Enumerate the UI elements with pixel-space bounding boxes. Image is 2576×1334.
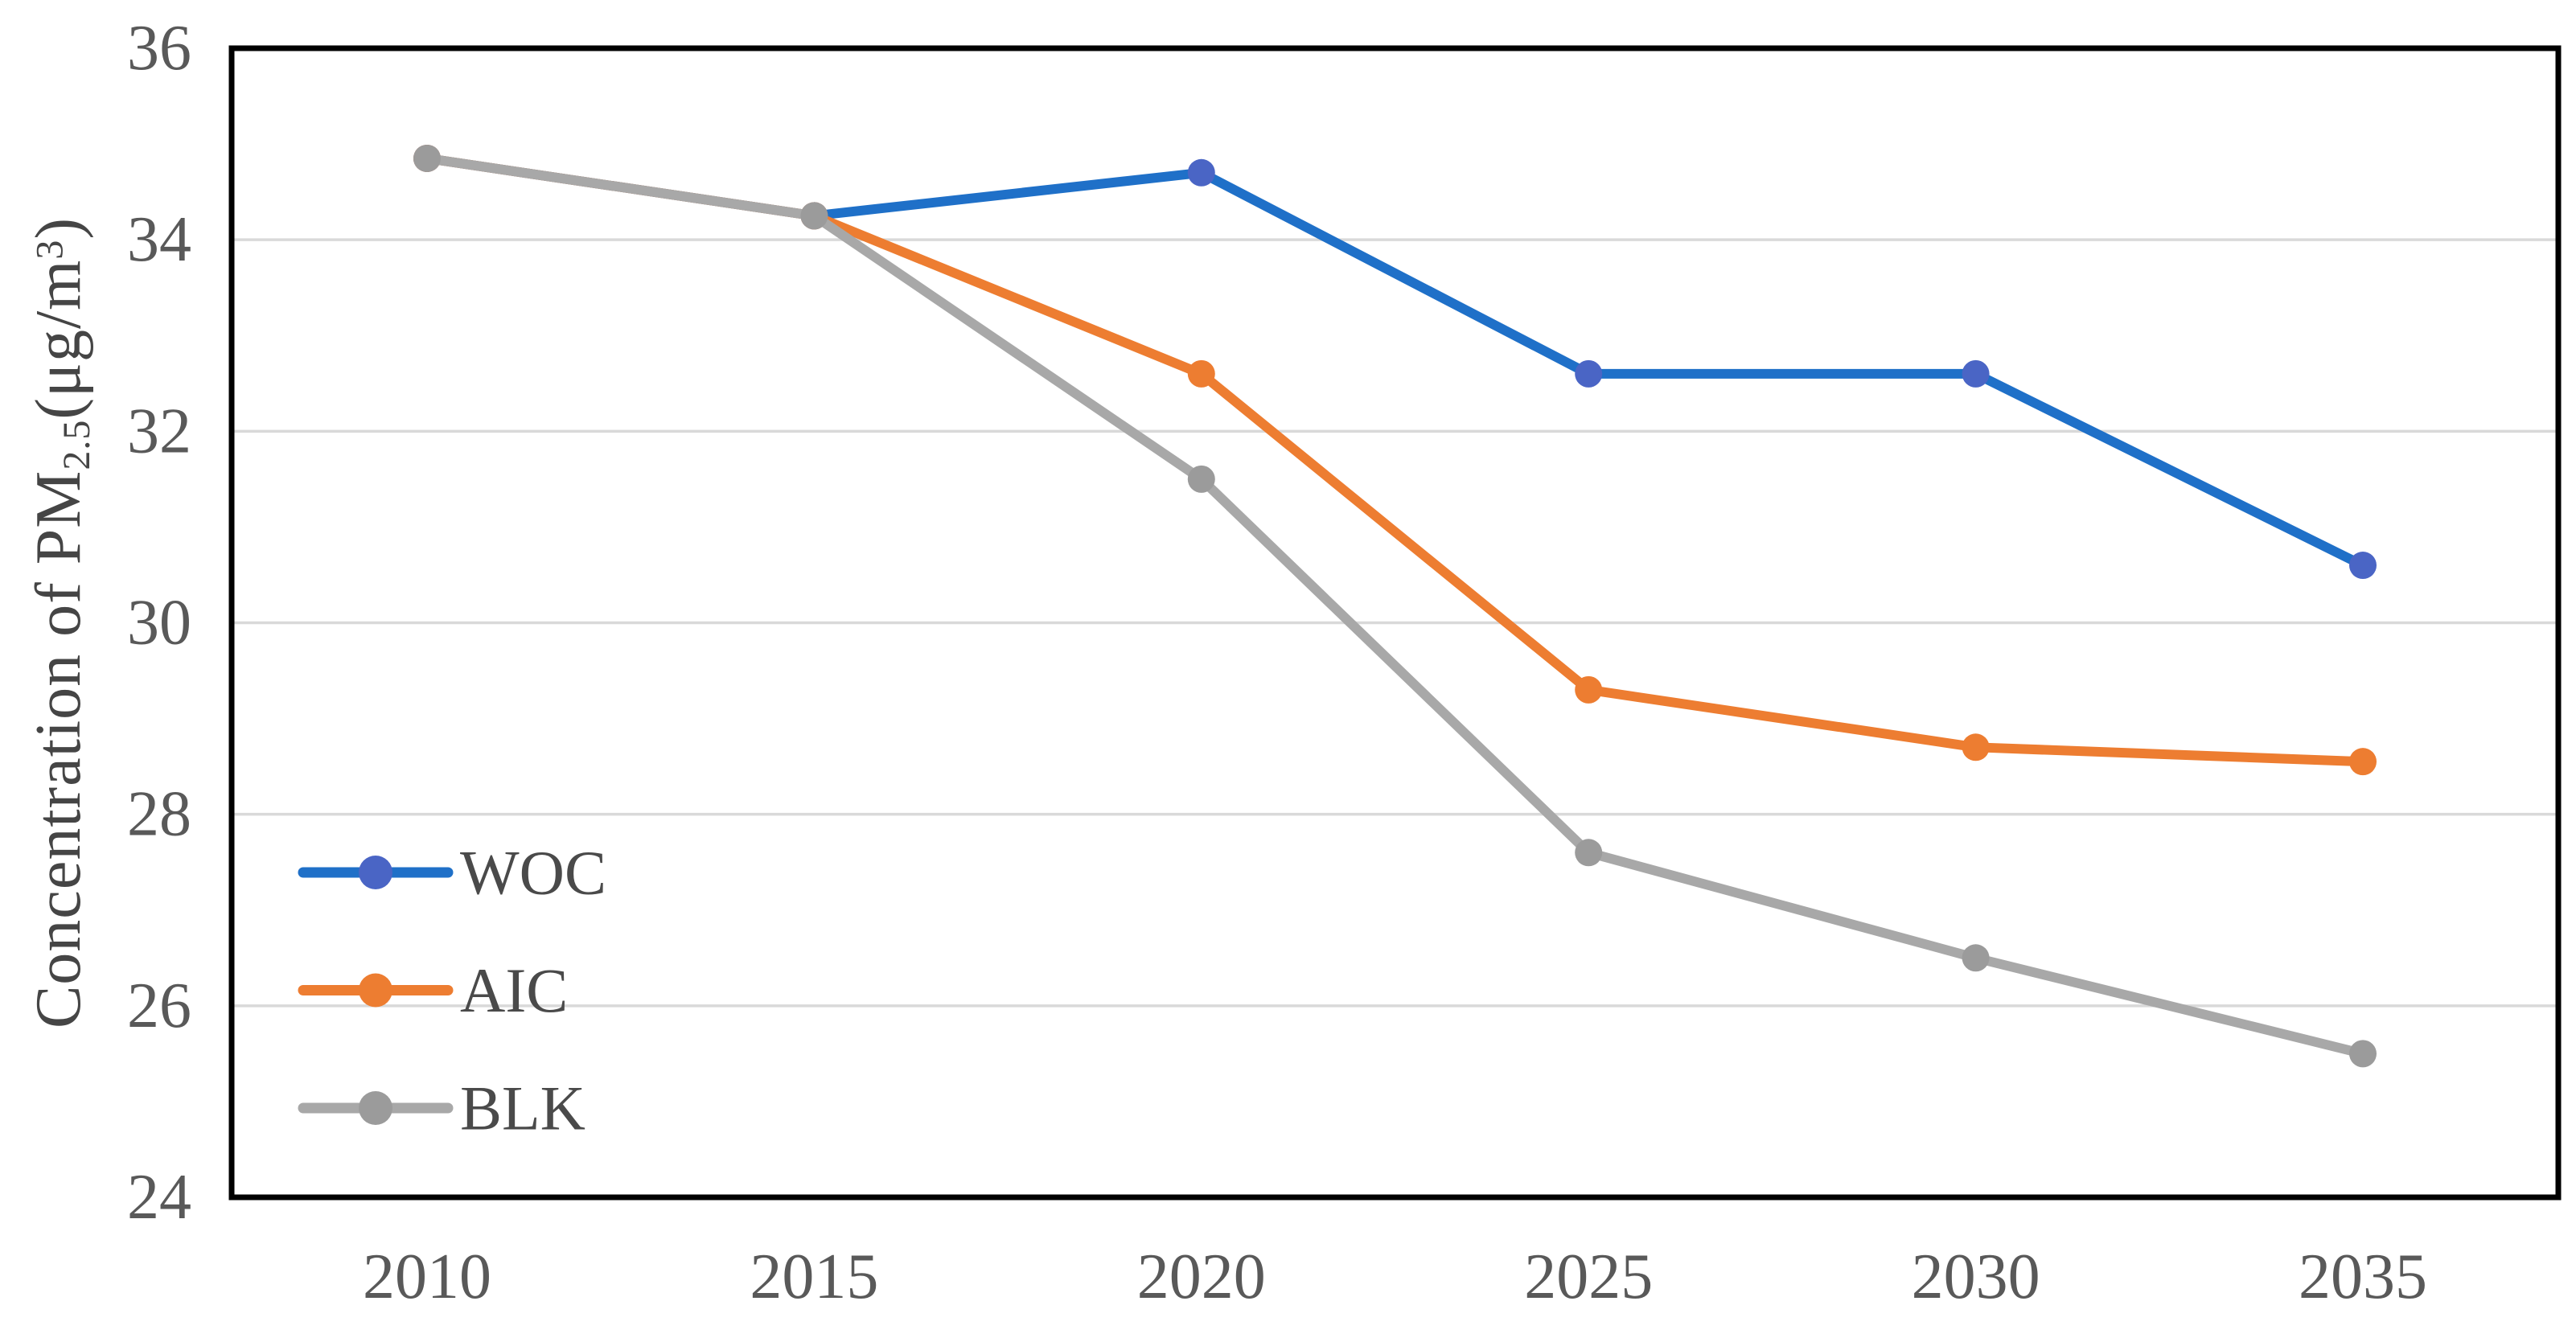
- legend-label-BLK: BLK: [460, 1073, 585, 1143]
- y-axis-title-mid: (μg/m: [23, 259, 95, 420]
- legend-label-AIC: AIC: [460, 955, 568, 1025]
- data-point-AIC-2035: [2349, 748, 2377, 776]
- y-tick-label-24: 24: [127, 1162, 191, 1233]
- data-point-WOC-2020: [1187, 158, 1215, 187]
- data-point-BLK-2020: [1187, 465, 1215, 493]
- y-axis-title-subscript: 2.5: [55, 419, 99, 470]
- data-point-BLK-2025: [1575, 839, 1603, 867]
- data-point-AIC-2020: [1187, 359, 1215, 388]
- x-tick-label-2010: 2010: [363, 1242, 491, 1312]
- y-tick-label-32: 32: [127, 396, 191, 466]
- x-tick-label-2035: 2035: [2299, 1242, 2427, 1312]
- data-point-WOC-2030: [1962, 359, 1990, 388]
- series-line-WOC: [422, 153, 2368, 571]
- legend-marker-AIC: [359, 973, 392, 1008]
- legend-label-WOC: WOC: [460, 838, 606, 908]
- x-tick-label-2015: 2015: [750, 1242, 878, 1312]
- legend-marker-BLK: [359, 1091, 392, 1125]
- data-point-BLK-2010: [413, 144, 441, 172]
- y-axis-title-superscript: 3: [28, 239, 72, 260]
- data-point-BLK-2030: [1962, 944, 1990, 972]
- y-tick-label-36: 36: [127, 13, 191, 84]
- y-tick-label-26: 26: [127, 971, 191, 1041]
- plot-border: [228, 45, 2562, 1201]
- data-point-BLK-2015: [800, 202, 828, 230]
- data-point-AIC-2025: [1575, 675, 1603, 704]
- y-axis-title-container: Concentration of PM2.5(μg/m3): [0, 48, 122, 1197]
- y-axis-title-prefix: Concentration of PM: [23, 470, 95, 1029]
- data-point-BLK-2035: [2349, 1040, 2377, 1068]
- data-point-WOC-2025: [1575, 359, 1603, 388]
- x-tick-label-2025: 2025: [1524, 1242, 1653, 1312]
- y-tick-label-28: 28: [127, 779, 191, 850]
- data-point-WOC-2035: [2349, 552, 2377, 580]
- data-point-AIC-2030: [1962, 733, 1990, 761]
- legend-marker-WOC: [359, 856, 392, 889]
- series-line-BLK: [422, 153, 2368, 1059]
- x-tick-label-2020: 2020: [1137, 1242, 1266, 1312]
- y-tick-label-30: 30: [127, 588, 191, 659]
- y-tick-label-34: 34: [127, 204, 191, 275]
- y-axis-title-suffix: ): [23, 216, 95, 240]
- y-axis-title: Concentration of PM2.5(μg/m3): [23, 217, 100, 1028]
- x-tick-label-2030: 2030: [1912, 1242, 2040, 1312]
